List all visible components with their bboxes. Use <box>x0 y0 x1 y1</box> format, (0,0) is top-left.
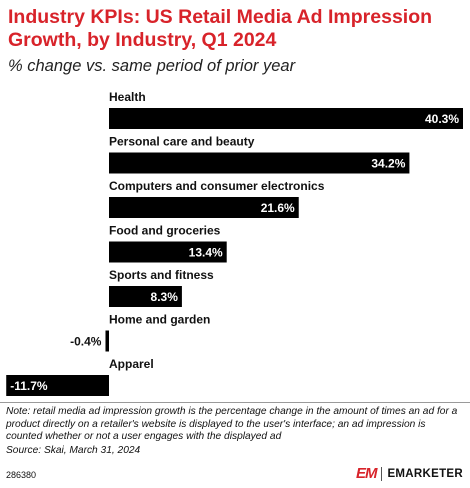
value-label-home-and-garden: -0.4% <box>70 335 102 349</box>
bar-home-and-garden <box>105 330 109 352</box>
brand-separator <box>381 466 383 481</box>
chart-source: Source: Skai, March 31, 2024 <box>6 445 141 456</box>
bar-apparel <box>6 375 109 396</box>
category-label-food-and-groceries: Food and groceries <box>109 224 221 238</box>
value-label-computers-and-consumer-electronics: 21.6% <box>261 201 295 215</box>
chart-note: Note: retail media ad impression growth … <box>6 406 458 443</box>
value-label-apparel: -11.7% <box>10 379 48 393</box>
category-label-personal-care-and-beauty: Personal care and beauty <box>109 135 255 149</box>
emarketer-logo-icon: EM <box>355 465 377 482</box>
category-label-apparel: Apparel <box>109 357 154 371</box>
value-label-food-and-groceries: 13.4% <box>189 246 223 260</box>
category-label-sports-and-fitness: Sports and fitness <box>109 268 214 282</box>
bar-computers-and-consumer-electronics <box>109 197 299 218</box>
value-label-personal-care-and-beauty: 34.2% <box>371 157 405 171</box>
category-label-computers-and-consumer-electronics: Computers and consumer electronics <box>109 179 325 193</box>
chart-title: Industry KPIs: US Retail Media Ad Impres… <box>8 6 433 51</box>
brand-name: EMARKETER <box>387 467 463 480</box>
divider <box>0 402 470 403</box>
value-label-sports-and-fitness: 8.3% <box>151 290 179 304</box>
chart-subtitle: % change vs. same period of prior year <box>8 57 296 75</box>
bar-food-and-groceries <box>109 241 227 263</box>
bar-chart: Health 40.3% Personal care and beauty 34.2%… <box>6 90 463 396</box>
brand-mark[interactable]: EM EMARKETER <box>356 465 463 482</box>
value-label-health: 40.3% <box>425 112 459 126</box>
chart-id: 286380 <box>6 470 37 480</box>
bar-health <box>109 108 463 129</box>
bar-personal-care-and-beauty <box>109 152 410 174</box>
category-label-health: Health <box>109 90 146 104</box>
bar-sports-and-fitness <box>109 286 182 307</box>
category-label-home-and-garden: Home and garden <box>109 313 210 327</box>
